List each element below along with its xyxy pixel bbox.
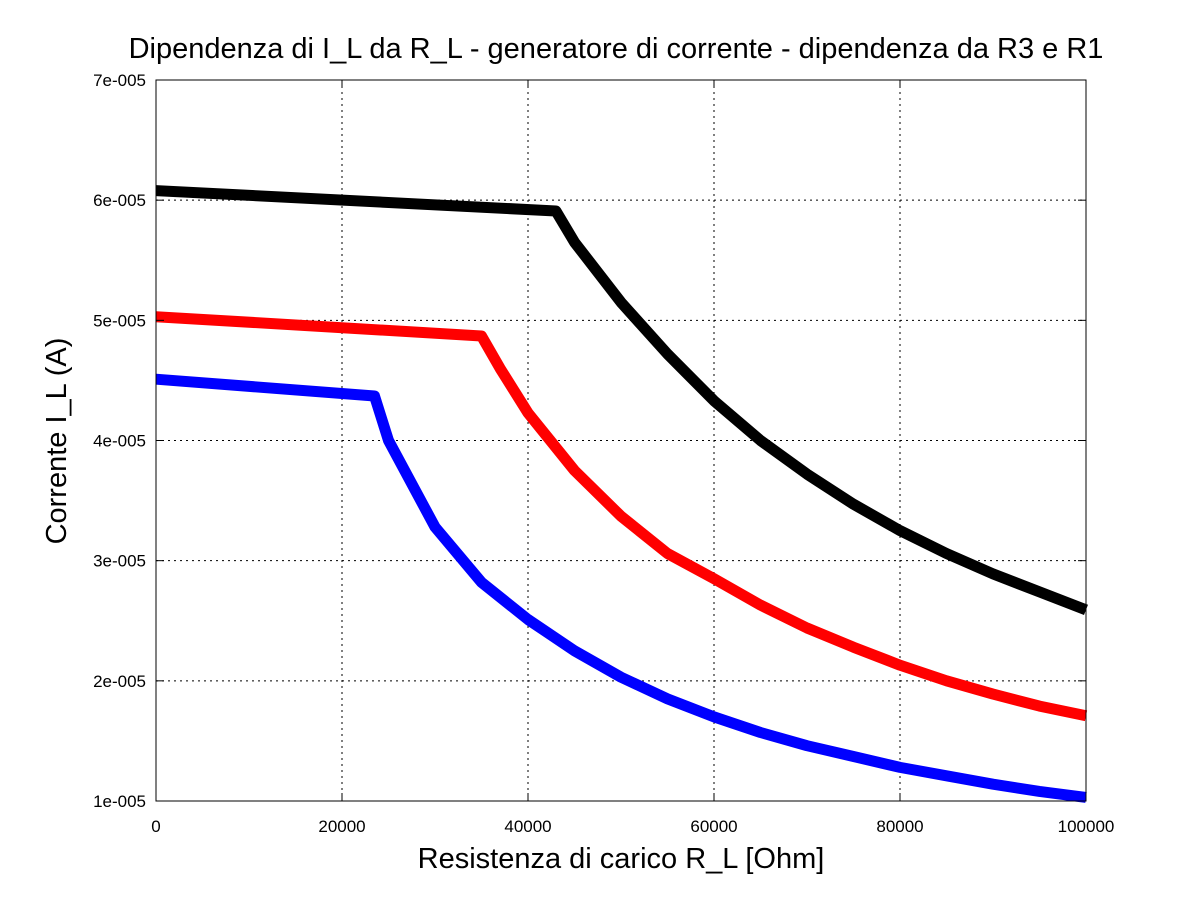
chart-title: Dipendenza di I_L da R_L - generatore di…: [129, 33, 1104, 65]
x-axis-label: Resistenza di carico R_L [Ohm]: [418, 843, 825, 875]
y-tick-label: 5e-005: [93, 311, 146, 330]
y-tick-label: 2e-005: [93, 672, 146, 691]
grid-lines: [156, 80, 1086, 801]
x-tick-label: 0: [151, 817, 160, 836]
y-tick-label: 7e-005: [93, 71, 146, 90]
series-lines: [155, 185, 1088, 803]
x-tick-label: 80000: [876, 817, 923, 836]
series-line-2: [155, 311, 1088, 722]
x-tick-label: 60000: [690, 817, 737, 836]
x-tick-label: 20000: [318, 817, 365, 836]
x-tick-label: 40000: [504, 817, 551, 836]
series-line-3: [155, 373, 1087, 803]
axis-ticks: 0 20000 40000 60000 80000 100000 1e-005 2e-005 3…: [93, 71, 1114, 836]
y-tick-label: 6e-005: [93, 191, 146, 210]
y-tick-label: 4e-005: [93, 432, 146, 451]
y-axis-label: Corrente I_L (A): [41, 338, 73, 545]
y-tick-label: 1e-005: [93, 792, 146, 811]
x-tick-label: 100000: [1058, 817, 1115, 836]
series-line-1: [155, 185, 1088, 616]
y-tick-label: 3e-005: [93, 552, 146, 571]
